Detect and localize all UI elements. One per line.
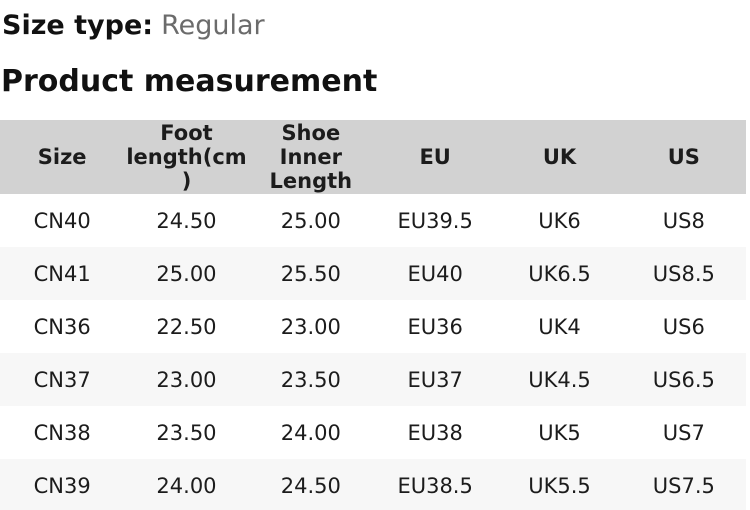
table-cell: UK5.5 xyxy=(497,459,622,510)
table-cell: CN41 xyxy=(0,247,125,300)
table-cell: EU37 xyxy=(372,353,498,406)
table-header-cell: Foot length(cm ) xyxy=(124,120,249,194)
table-cell: US7 xyxy=(621,406,746,459)
table-cell: US6.5 xyxy=(621,353,746,406)
table-cell: EU38.5 xyxy=(372,459,498,510)
table-body: CN40 24.50 25.00 EU39.5 UK6 US8 CN41 25.00 25.50… xyxy=(0,194,746,510)
table-cell: UK5 xyxy=(497,406,622,459)
size-table: Size Foot length(cm ) Shoe Inner Length EU U… xyxy=(0,120,746,510)
table-row: CN41 25.00 25.50 EU40 UK6.5 US8.5 xyxy=(0,247,746,300)
page-title: Product measurement xyxy=(1,64,378,99)
table-header-cell: UK xyxy=(497,120,622,194)
table-row: CN38 23.50 24.00 EU38 UK5 US7 xyxy=(0,406,746,459)
table-cell: CN39 xyxy=(0,459,125,510)
table-cell: 24.00 xyxy=(124,459,249,510)
table-cell: 23.50 xyxy=(248,353,373,406)
table-cell: CN38 xyxy=(0,406,125,459)
table-header-cell: Shoe Inner Length xyxy=(248,120,373,194)
size-type-label: Size type: xyxy=(2,10,154,41)
size-type-value: Regular xyxy=(161,10,265,41)
table-cell: CN40 xyxy=(0,194,125,247)
table-cell: 23.00 xyxy=(248,300,373,353)
table-cell: 24.00 xyxy=(248,406,373,459)
table-header-cell: Size xyxy=(0,120,125,194)
table-cell: US8 xyxy=(621,194,746,247)
table-cell: UK6.5 xyxy=(497,247,622,300)
table-cell: 23.50 xyxy=(124,406,249,459)
table-cell: US6 xyxy=(621,300,746,353)
table-cell: UK6 xyxy=(497,194,622,247)
table-cell: 25.00 xyxy=(124,247,249,300)
table-cell: 25.50 xyxy=(248,247,373,300)
table-header-cell: EU xyxy=(372,120,498,194)
table-header-cell: US xyxy=(621,120,746,194)
table-cell: 24.50 xyxy=(124,194,249,247)
table-cell: CN37 xyxy=(0,353,125,406)
table-cell: UK4.5 xyxy=(497,353,622,406)
table-cell: UK4 xyxy=(497,300,622,353)
table-cell: 25.00 xyxy=(248,194,373,247)
table-cell: EU39.5 xyxy=(372,194,498,247)
table-row: CN39 24.00 24.50 EU38.5 UK5.5 US7.5 xyxy=(0,459,746,510)
table-cell: 24.50 xyxy=(248,459,373,510)
table-row: CN36 22.50 23.00 EU36 UK4 US6 xyxy=(0,300,746,353)
table-cell: 22.50 xyxy=(124,300,249,353)
table-cell: 23.00 xyxy=(124,353,249,406)
table-cell: US7.5 xyxy=(621,459,746,510)
table-cell: EU36 xyxy=(372,300,498,353)
size-type-line: Size type: Regular xyxy=(2,10,265,42)
table-cell: CN36 xyxy=(0,300,125,353)
table-cell: EU38 xyxy=(372,406,498,459)
table-header-row: Size Foot length(cm ) Shoe Inner Length EU U… xyxy=(0,120,746,194)
table-cell: US8.5 xyxy=(621,247,746,300)
table-row: CN37 23.00 23.50 EU37 UK4.5 US6.5 xyxy=(0,353,746,406)
table-cell: EU40 xyxy=(372,247,498,300)
table-row: CN40 24.50 25.00 EU39.5 UK6 US8 xyxy=(0,194,746,247)
